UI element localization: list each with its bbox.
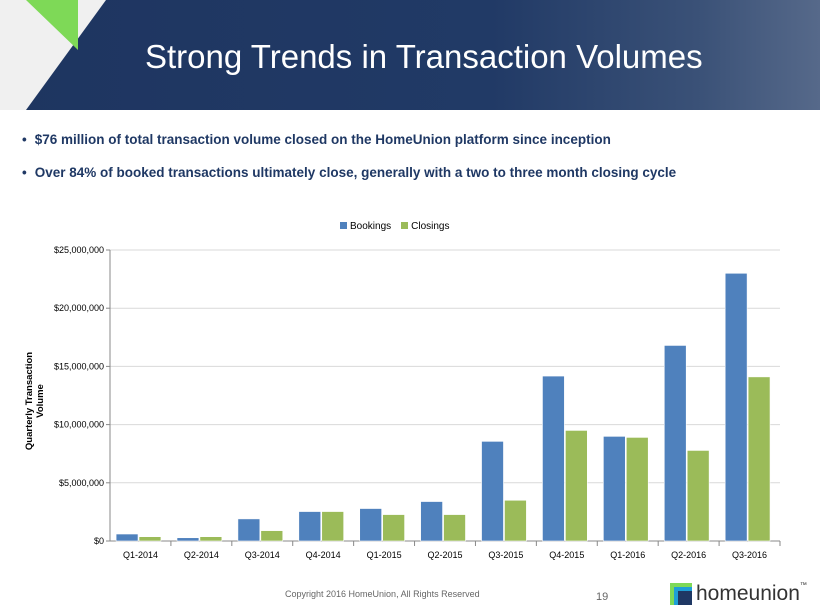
x-tick-label: Q2-2016 xyxy=(671,550,706,560)
slide-title: Strong Trends in Transaction Volumes xyxy=(145,38,703,75)
x-tick-label: Q1-2014 xyxy=(123,550,158,560)
bar-bookings xyxy=(481,441,504,542)
bar-bookings xyxy=(115,533,139,542)
header-white-shape xyxy=(0,0,26,110)
y-tick-label: $20,000,000 xyxy=(54,303,104,313)
bar-closings xyxy=(382,514,405,542)
slide-header: Strong Trends in Transaction Volumes xyxy=(0,0,820,110)
page-number: 19 xyxy=(596,591,609,603)
x-tick-label: Q2-2014 xyxy=(184,550,219,560)
legend-label: Bookings xyxy=(350,221,392,232)
bar-closings xyxy=(138,536,162,542)
bar-bookings xyxy=(542,375,565,542)
bar-bookings xyxy=(298,511,322,542)
bar-closings xyxy=(199,536,223,542)
x-tick-label: Q2-2015 xyxy=(427,550,462,560)
logo-icon xyxy=(670,583,692,605)
x-tick-label: Q1-2016 xyxy=(610,550,645,560)
bar-bookings xyxy=(603,436,626,542)
bar-bookings xyxy=(724,272,748,542)
legend-swatch xyxy=(340,222,347,229)
x-tick-label: Q4-2014 xyxy=(306,550,341,560)
copyright-text: Copyright 2016 HomeUnion, All Rights Res… xyxy=(285,589,480,599)
bullet-2: • Over 84% of booked transactions ultimat… xyxy=(22,165,676,180)
x-tick-label: Q3-2015 xyxy=(488,550,523,560)
y-tick-label: $5,000,000 xyxy=(59,478,104,488)
bar-closings xyxy=(504,499,527,542)
x-tick-label: Q3-2016 xyxy=(732,550,767,560)
legend-label: Closings xyxy=(411,221,450,232)
bar-closings xyxy=(565,430,588,542)
logo-trademark: ™ xyxy=(799,582,807,589)
bar-bookings xyxy=(420,501,443,542)
bar-closings xyxy=(625,437,649,542)
y-tick-label: $25,000,000 xyxy=(54,245,104,255)
bullet-dot: • xyxy=(22,165,27,180)
bar-closings xyxy=(747,376,771,542)
bullet-text: Over 84% of booked transactions ultimate… xyxy=(34,165,677,180)
bar-closings xyxy=(686,450,710,542)
homeunion-logo: homeunion ™ xyxy=(670,582,807,606)
bar-bookings xyxy=(359,508,382,542)
bullet-1: • $76 million of total transaction volume… xyxy=(22,132,611,147)
bar-closings xyxy=(443,514,466,542)
legend-bookings: Bookings xyxy=(340,221,391,232)
y-tick-label: $10,000,000 xyxy=(54,420,104,430)
logo-text: homeunion xyxy=(696,582,800,605)
legend-closings: Closings xyxy=(401,221,450,232)
bar-chart: $0 $5,000,000 $10,000,000 $15,000,000 $20,00… xyxy=(54,245,781,560)
bar-bookings xyxy=(663,345,687,542)
y-tick-label: $15,000,000 xyxy=(54,361,104,371)
bar-bookings xyxy=(176,537,200,542)
bullet-dot: • xyxy=(22,132,27,147)
bullet-text: $76 million of total transaction volume … xyxy=(34,132,611,147)
x-tick-label: Q3-2014 xyxy=(245,550,280,560)
bar-bookings xyxy=(237,518,261,542)
y-tick-label: $0 xyxy=(94,536,104,546)
x-tick-label: Q4-2015 xyxy=(549,550,584,560)
legend-swatch xyxy=(401,222,409,229)
header-green-triangle xyxy=(26,0,78,50)
bar-closings xyxy=(321,511,344,542)
x-tick-label: Q1-2015 xyxy=(367,550,402,560)
bar-closings xyxy=(260,530,284,542)
chart-legend: Bookings Closings xyxy=(340,221,450,232)
